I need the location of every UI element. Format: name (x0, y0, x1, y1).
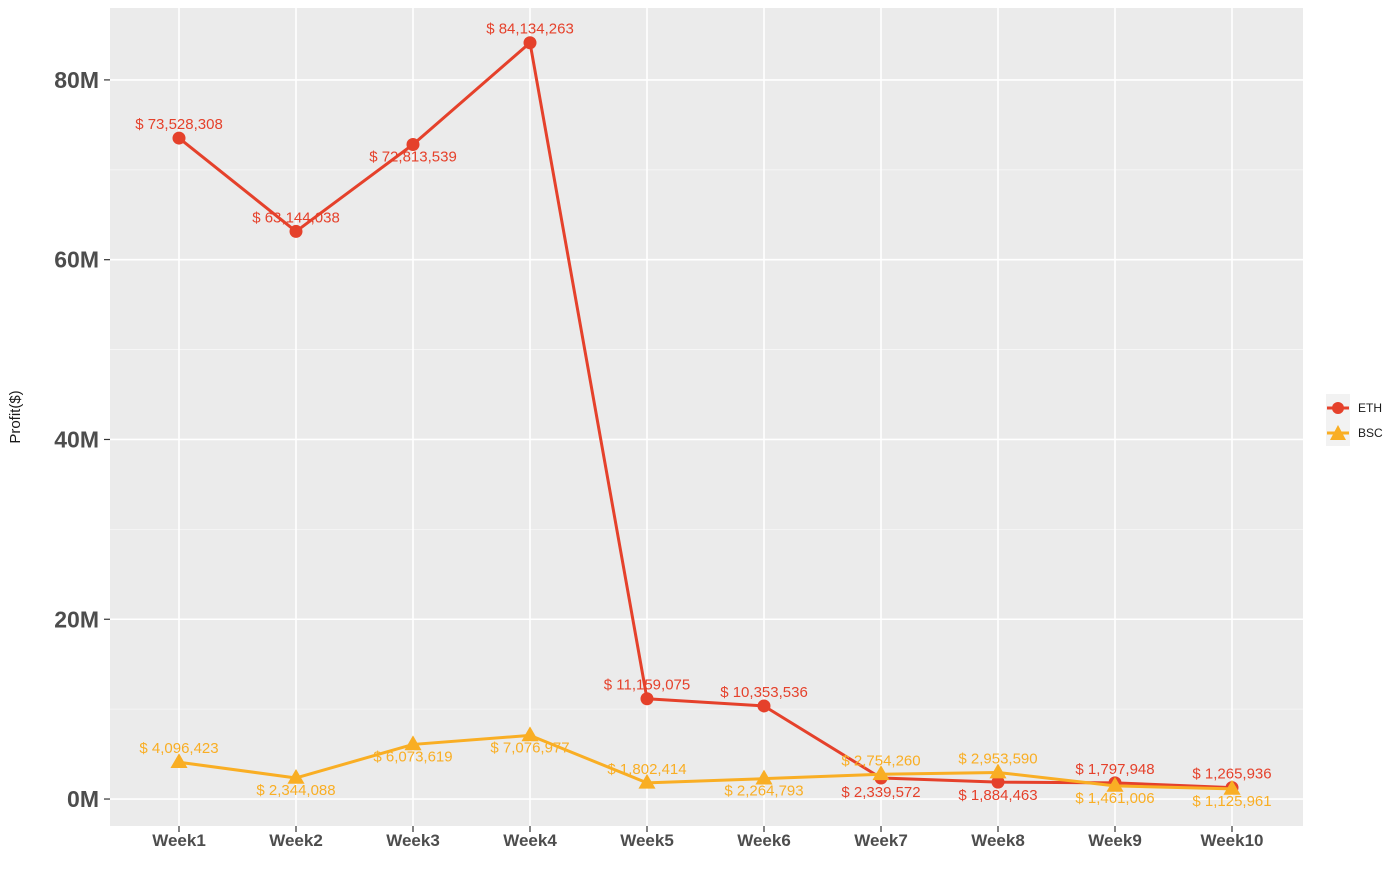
data-labels: $ 73,528,308 $ 63,144,038 $ 72,813,539 $ 84… (135, 21, 1271, 810)
x-tick-label: Week4 (503, 831, 557, 850)
data-label-eth: $ 11,159,075 (604, 677, 690, 694)
plot-panel (110, 8, 1303, 826)
legend-label-eth: ETH (1358, 401, 1382, 415)
data-point-bsc (755, 769, 773, 785)
data-label-bsc: $ 2,344,088 (256, 782, 335, 799)
series-line-bsc (178, 733, 1233, 791)
data-point-bsc (989, 763, 1007, 779)
axes: 0M 20M 40M 60M 80M Week1 Week2 Week3 Week4 Week5 W… (54, 67, 1263, 850)
y-tick-label: 80M (54, 67, 99, 93)
data-point-bsc (404, 735, 422, 751)
data-label-eth: $ 1,265,936 (1192, 766, 1271, 783)
data-point-eth (172, 131, 186, 145)
x-tick-label: Week10 (1200, 831, 1263, 850)
x-tick-label: Week9 (1088, 831, 1142, 850)
legend-eth-marker (1332, 402, 1344, 414)
x-tick-label: Week3 (386, 831, 440, 850)
data-label-eth: $ 1,884,463 (958, 787, 1037, 804)
data-label-eth: $ 1,797,948 (1075, 761, 1154, 778)
data-label-eth: $ 10,353,536 (720, 684, 808, 701)
x-tick-label: Week1 (152, 831, 206, 850)
data-point-eth (289, 224, 303, 238)
legend-bsc-marker (1330, 425, 1346, 440)
data-label-eth: $ 2,339,572 (841, 784, 920, 801)
data-point-eth (523, 36, 537, 50)
legend-label-bsc: BSC (1358, 426, 1383, 440)
y-tick-label: 0M (67, 786, 99, 812)
series-line-eth (178, 41, 1233, 790)
x-tick-label: Week8 (971, 831, 1025, 850)
legend: ETH BSC (1326, 394, 1383, 446)
data-label-bsc: $ 7,076,977 (490, 739, 569, 756)
data-point-eth (757, 699, 771, 713)
data-label-bsc: $ 2,264,793 (724, 783, 803, 800)
data-label-bsc: $ 2,754,260 (841, 752, 920, 769)
x-tick-label: Week2 (269, 831, 323, 850)
data-label-bsc: $ 4,096,423 (139, 740, 218, 757)
data-point-eth (640, 692, 654, 706)
data-label-bsc: $ 1,125,961 (1192, 793, 1271, 810)
data-point-eth (406, 138, 420, 152)
data-label-bsc: $ 1,461,006 (1075, 790, 1154, 807)
grid (110, 8, 1303, 826)
data-point-bsc (638, 773, 656, 789)
y-tick-label: 40M (54, 426, 99, 452)
y-tick-label: 20M (54, 606, 99, 632)
data-point-bsc (872, 765, 890, 781)
data-point-bsc (287, 768, 305, 784)
data-label-bsc: $ 2,953,590 (958, 750, 1037, 767)
x-tick-label: Week7 (854, 831, 908, 850)
data-point-bsc (521, 726, 539, 742)
x-tick-label: Week6 (737, 831, 791, 850)
data-point-eth (991, 775, 1005, 789)
data-label-bsc: $ 6,073,619 (373, 748, 452, 765)
y-axis-label: Profit($) (7, 390, 24, 443)
y-tick-label: 60M (54, 247, 99, 273)
data-label-eth: $ 84,134,263 (486, 21, 574, 38)
data-label-bsc: $ 1,802,414 (607, 761, 686, 778)
x-tick-label: Week5 (620, 831, 674, 850)
data-point-bsc (1106, 776, 1124, 792)
data-point-bsc (170, 753, 188, 769)
data-label-eth: $ 72,813,539 (369, 149, 457, 166)
series-layer (170, 36, 1241, 795)
data-point-bsc (1223, 779, 1241, 795)
data-label-eth: $ 73,528,308 (135, 116, 223, 133)
data-label-eth: $ 63,144,038 (252, 209, 340, 226)
